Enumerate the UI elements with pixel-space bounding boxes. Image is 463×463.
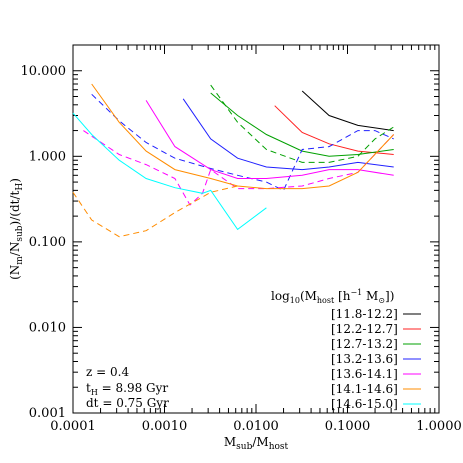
series-line <box>72 185 238 238</box>
series-line <box>83 130 395 206</box>
series-line <box>91 93 394 192</box>
series-line <box>210 92 394 157</box>
note-timestep: dt = 0.75 Gyr <box>86 396 169 410</box>
legend-label: [11.8-12.2] <box>331 307 398 321</box>
y-tick-label: 1.000 <box>29 149 66 164</box>
series-line <box>182 98 394 171</box>
legend-label: [12.2-12.7] <box>331 322 398 336</box>
series-line <box>72 112 267 231</box>
series-line <box>210 84 394 163</box>
x-tick-label: 1.0000 <box>416 419 462 434</box>
legend: [11.8-12.2][12.2-12.7][12.7-13.2][13.2-1… <box>331 307 421 411</box>
series-line <box>145 100 394 179</box>
note-redshift: z = 0.4 <box>86 365 129 379</box>
x-tick-label: 0.1000 <box>325 419 371 434</box>
x-tick-label: 0.0010 <box>142 419 188 434</box>
y-axis-label: (Nm/Nsub)/(dt/tH) <box>8 178 25 280</box>
series-line <box>274 105 394 155</box>
x-tick-label: 0.0001 <box>50 419 96 434</box>
x-axis-label: Msub/Mhost <box>224 435 289 452</box>
legend-label: [14.1-14.6] <box>331 382 398 396</box>
legend-title: log10(Mhost [h−1 M⊙]) <box>271 288 394 305</box>
y-tick-label: 0.010 <box>29 320 66 335</box>
legend-label: [14.6-15.0] <box>331 397 398 411</box>
y-tick-label: 0.100 <box>29 235 66 250</box>
tick-labels: 0.0001 0.0010 0.0100 0.1000 1.0000 0.001 0.010… <box>21 64 462 434</box>
legend-label: [13.2-13.6] <box>331 352 398 366</box>
legend-label: [12.7-13.2] <box>331 337 398 351</box>
series-group <box>72 83 395 238</box>
series-line <box>301 90 394 132</box>
legend-label: [13.6-14.1] <box>331 367 398 381</box>
y-tick-label: 10.000 <box>21 64 67 79</box>
y-tick-label: 0.001 <box>29 406 66 421</box>
note-hubble-time: tH = 8.98 Gyr <box>86 381 168 397</box>
axis-ticks <box>72 44 440 414</box>
x-tick-label: 0.0100 <box>233 419 279 434</box>
